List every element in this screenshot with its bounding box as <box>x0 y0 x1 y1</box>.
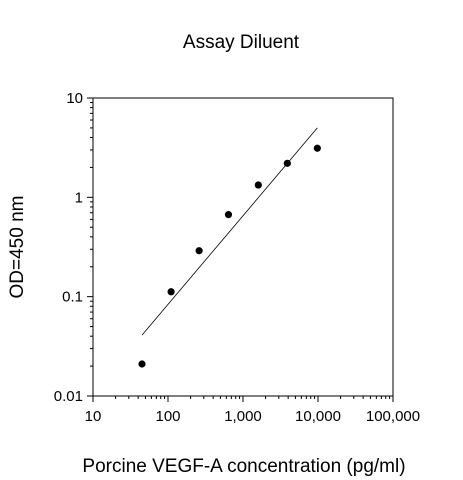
fit-line <box>141 127 318 336</box>
x-tick-label: 10 <box>85 408 102 425</box>
fit-line-group <box>141 127 318 336</box>
x-tick-label: 1,000 <box>224 408 262 425</box>
x-axis: 10 100 1,000 10,000 100,000 <box>85 396 420 425</box>
data-point <box>138 360 146 368</box>
y-axis-label: OD=450 nm <box>7 196 28 299</box>
x-tick-label: 100 <box>155 408 180 425</box>
chart-title: Assay Diluent <box>183 32 300 53</box>
data-point <box>313 144 321 152</box>
x-tick-label: 100,000 <box>366 408 420 425</box>
y-tick-label: 0.01 <box>54 388 83 405</box>
y-tick-label: 1 <box>75 189 83 206</box>
data-point <box>283 159 291 167</box>
data-points <box>138 144 321 368</box>
y-axis: 0.01 0.1 1 10 <box>54 90 93 405</box>
data-point <box>254 181 262 189</box>
plot-frame <box>92 97 394 397</box>
x-axis-label: Porcine VEGF-A concentration (pg/ml) <box>82 456 405 477</box>
x-tick-label: 10,000 <box>295 408 341 425</box>
plot-border <box>92 97 394 397</box>
data-point <box>167 288 175 296</box>
data-point <box>195 247 203 255</box>
y-tick-label: 10 <box>66 90 83 107</box>
data-point <box>224 211 233 219</box>
y-tick-label: 0.1 <box>62 289 83 306</box>
